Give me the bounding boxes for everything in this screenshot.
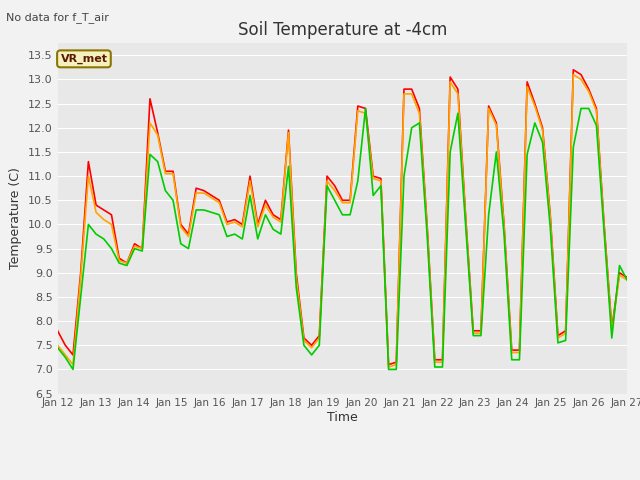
Y-axis label: Temperature (C): Temperature (C): [10, 168, 22, 269]
X-axis label: Time: Time: [327, 411, 358, 424]
Text: VR_met: VR_met: [60, 54, 108, 64]
Text: No data for f_T_air: No data for f_T_air: [6, 12, 109, 23]
Title: Soil Temperature at -4cm: Soil Temperature at -4cm: [237, 21, 447, 39]
